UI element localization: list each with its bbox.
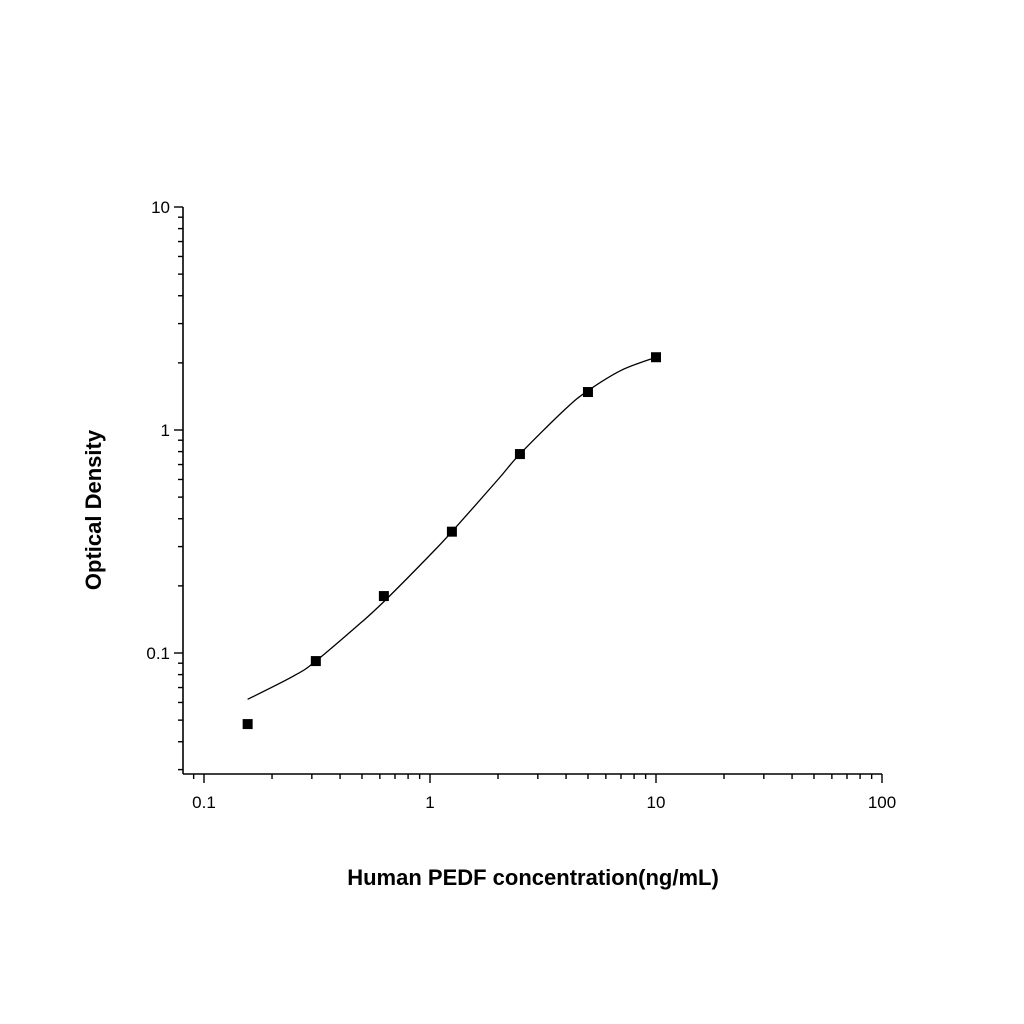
y-axis-title: Optical Density [81,429,106,590]
data-point [582,387,593,398]
data-point [514,449,525,460]
x-tick-label: 10 [647,793,666,812]
plot-area: 0.1 1 10 100 0.1 1 10 [146,198,896,812]
data-point [651,352,661,363]
data-point [310,656,321,667]
y-tick-label: 0.1 [146,644,170,663]
x-tick-label: 100 [868,793,896,812]
x-tick-label: 1 [425,793,434,812]
data-point [446,526,457,537]
x-axis-title: Human PEDF concentration(ng/mL) [347,865,719,890]
y-tick-label: 10 [151,198,170,217]
data-point [242,719,253,730]
data-point [378,591,389,602]
y-tick-label: 1 [161,421,170,440]
x-tick-label: 0.1 [192,793,216,812]
